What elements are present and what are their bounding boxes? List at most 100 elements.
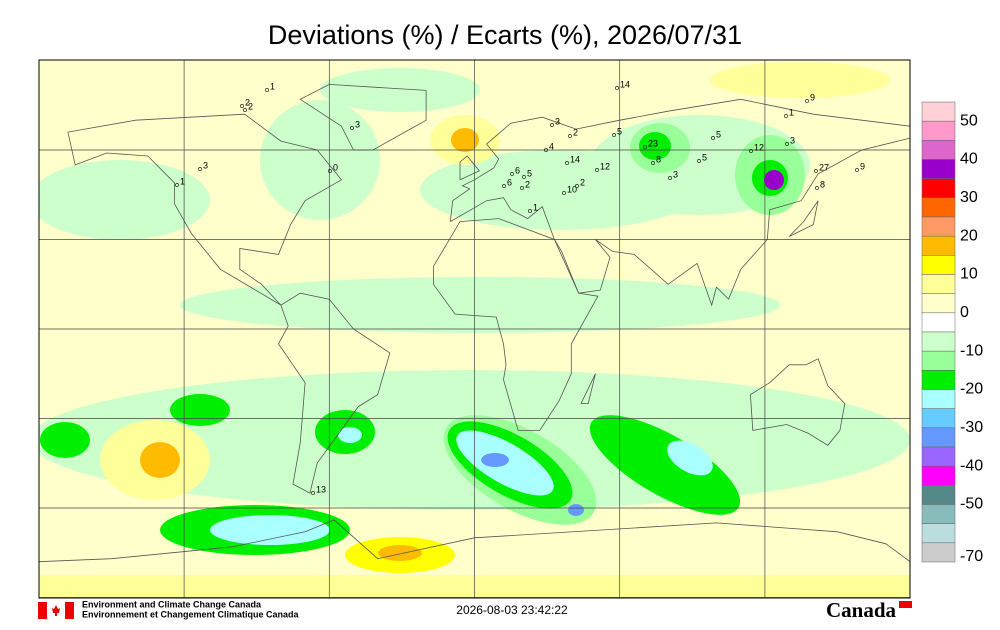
station-label: 27 bbox=[819, 162, 829, 172]
coastline bbox=[580, 373, 596, 404]
station-marker bbox=[805, 99, 809, 103]
title: Deviations (%) / Ecarts (%), 2026/07/31 bbox=[268, 20, 742, 50]
colorbar-swatch bbox=[921, 523, 956, 544]
station-marker bbox=[243, 108, 247, 112]
station-label: 0 bbox=[333, 162, 338, 172]
coastline bbox=[750, 358, 846, 446]
coastline bbox=[278, 292, 391, 494]
station-marker bbox=[240, 104, 244, 108]
colorbar: 50 40 30 20 10 0 -10 -20 -30 -40 -50 -70 bbox=[921, 101, 983, 565]
station-label: 4 bbox=[549, 141, 554, 151]
station-marker bbox=[785, 142, 789, 146]
colorbar-label: 30 bbox=[960, 189, 978, 206]
coastline bbox=[788, 200, 819, 237]
colorbar-swatch bbox=[921, 159, 956, 179]
colorbar-swatch bbox=[921, 197, 956, 218]
colorbar-label: 50 bbox=[960, 112, 978, 129]
flag-band bbox=[38, 602, 47, 619]
map-frame bbox=[38, 59, 911, 599]
colorbar-swatch bbox=[921, 370, 956, 390]
station-marker bbox=[510, 172, 514, 176]
colorbar-label: 20 bbox=[960, 227, 978, 244]
maple-leaf bbox=[52, 605, 60, 616]
station-label: 3 bbox=[355, 119, 360, 129]
station-label: 13 bbox=[316, 484, 326, 494]
colorbar-label: -70 bbox=[960, 548, 983, 565]
colorbar-swatch bbox=[921, 389, 956, 409]
station-marker bbox=[815, 186, 819, 190]
station-label: 5 bbox=[702, 152, 707, 162]
station-marker bbox=[814, 169, 818, 173]
station-marker bbox=[855, 168, 859, 172]
station-marker bbox=[711, 136, 715, 140]
station-marker bbox=[544, 148, 548, 152]
station-label: 5 bbox=[617, 126, 622, 136]
colorbar-label: 40 bbox=[960, 151, 978, 168]
colorbar-label: -50 bbox=[960, 496, 983, 513]
station-label: 1 bbox=[270, 81, 275, 91]
station-marker bbox=[668, 176, 672, 180]
colorbar-swatch bbox=[921, 274, 956, 294]
colorbar-label: -40 bbox=[960, 457, 983, 474]
station-label: 12 bbox=[600, 161, 610, 171]
station-label: 12 bbox=[754, 142, 764, 152]
station-marker bbox=[575, 184, 579, 188]
station-marker bbox=[697, 159, 701, 163]
colorbar-swatch bbox=[921, 140, 956, 160]
station-marker bbox=[749, 149, 753, 153]
station-label: 6 bbox=[507, 177, 512, 187]
station-marker bbox=[328, 169, 332, 173]
station-marker bbox=[615, 86, 619, 90]
station-marker bbox=[175, 183, 179, 187]
station-marker bbox=[568, 134, 572, 138]
flag-band bbox=[65, 602, 74, 619]
colorbar-label: -30 bbox=[960, 419, 983, 436]
station-label: 2 bbox=[245, 97, 250, 107]
colorbar-swatch bbox=[921, 408, 956, 429]
station-label: 5 bbox=[716, 129, 721, 139]
colorbar-swatch bbox=[921, 120, 956, 141]
wordmark-flag bbox=[899, 601, 912, 608]
station-marker bbox=[612, 133, 616, 137]
station-marker bbox=[550, 123, 554, 127]
footer: Environment and Climate Change Canada En… bbox=[38, 598, 912, 622]
station-label: 1 bbox=[533, 202, 538, 212]
station-marker bbox=[595, 168, 599, 172]
coastline bbox=[67, 113, 343, 306]
station-marker bbox=[643, 145, 647, 149]
colorbar-swatch bbox=[921, 465, 956, 486]
coastline bbox=[459, 155, 480, 181]
timestamp: 2026-08-03 23:42:22 bbox=[456, 603, 568, 617]
station-label: 2 bbox=[248, 101, 253, 111]
colorbar-swatch bbox=[921, 504, 956, 524]
station-label: 9 bbox=[810, 92, 815, 102]
station-label: 2 bbox=[573, 127, 578, 137]
station-label: 3 bbox=[203, 160, 208, 170]
colorbar-swatch bbox=[921, 542, 956, 563]
station-label: 3 bbox=[790, 135, 795, 145]
station-marker bbox=[565, 161, 569, 165]
colorbar-label: 0 bbox=[960, 304, 969, 321]
colorbar-swatch bbox=[921, 216, 956, 237]
station-marker bbox=[520, 186, 524, 190]
colorbar-label: -20 bbox=[960, 381, 983, 398]
coastline bbox=[433, 218, 599, 431]
wordmark: Canada bbox=[826, 598, 897, 622]
station-label: 6 bbox=[515, 165, 520, 175]
coastline bbox=[449, 98, 910, 307]
station-marker bbox=[311, 491, 315, 495]
station-label: 2 bbox=[525, 179, 530, 189]
colorbar-swatch bbox=[921, 331, 956, 352]
colorbar-swatch bbox=[921, 446, 956, 467]
station-label: 8 bbox=[656, 154, 661, 164]
station-label: 23 bbox=[648, 138, 658, 148]
colorbar-label: 10 bbox=[960, 266, 978, 283]
station-marker bbox=[522, 175, 526, 179]
station-marker bbox=[502, 184, 506, 188]
station-label: 5 bbox=[527, 168, 532, 178]
station-label: 8 bbox=[820, 179, 825, 189]
station-marker bbox=[350, 126, 354, 130]
